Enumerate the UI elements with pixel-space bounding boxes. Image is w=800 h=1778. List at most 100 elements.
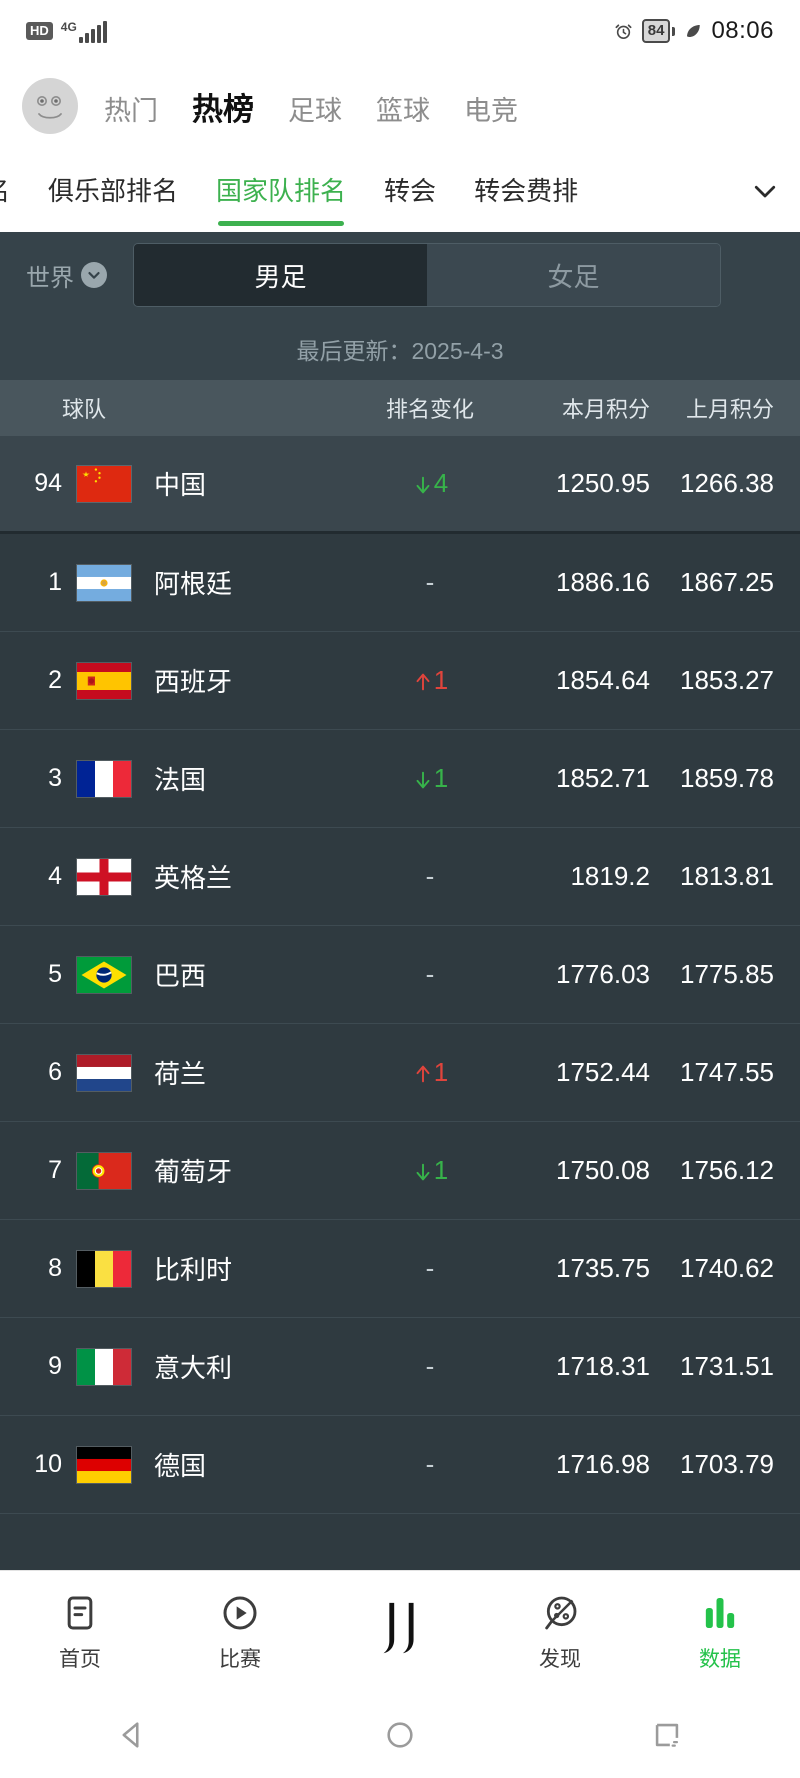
sub-nav-tabs: 名 俱乐部排名 国家队排名 转会 转会费排 (0, 171, 579, 226)
tab-dianjing[interactable]: 电竞 (464, 95, 518, 126)
bottom-nav-bar: 首页 比赛 (0, 1570, 800, 1692)
tab-lanqiu[interactable]: 篮球 (376, 95, 430, 126)
row-rank: 7 (48, 1156, 62, 1184)
sub-nav-bar: 名 俱乐部排名 国家队排名 转会 转会费排 (0, 150, 800, 232)
table-row[interactable]: 4 英格兰 - 1819.2 1813.81 (0, 828, 800, 926)
row-previous-points: 1747.55 (680, 1057, 774, 1087)
table-header: 球队 排名变化 本月积分 上月积分 (0, 380, 800, 436)
country-flag-icon (62, 955, 146, 994)
row-team-name: 西班牙 (154, 667, 233, 697)
bottom-nav-matches[interactable]: 比赛 (160, 1590, 320, 1673)
region-selector[interactable]: 世界 (26, 258, 107, 293)
row-rank-change: 4 (360, 468, 500, 499)
table-row[interactable]: 1 阿根廷 - 1886.16 1867.25 (0, 534, 800, 632)
square-recents-icon[interactable] (622, 1705, 712, 1765)
bottom-nav-home-label: 首页 (59, 1648, 101, 1671)
header-current-points: 本月积分 (561, 397, 650, 422)
row-previous-points: 1740.62 (680, 1253, 774, 1283)
tab-zuqiu[interactable]: 足球 (288, 95, 342, 126)
table-row[interactable]: 7 葡萄牙 1 1750.08 1756.12 (0, 1122, 800, 1220)
row-previous-points: 1266.38 (680, 468, 774, 498)
table-row[interactable]: 2 西班牙 1 1854.64 1853.27 (0, 632, 800, 730)
rank-change: 1 (412, 1155, 448, 1185)
table-row[interactable]: 6 荷兰 1 1752.44 1747.55 (0, 1024, 800, 1122)
rank-change-none: - (425, 1449, 435, 1479)
row-current-points: 1776.03 (556, 959, 650, 989)
row-previous-points: 1859.78 (680, 763, 774, 793)
rank-change: 4 (412, 468, 448, 498)
country-flag-icon (62, 464, 146, 503)
row-current-points: 1250.95 (556, 468, 650, 498)
row-previous-points: 1756.12 (680, 1155, 774, 1185)
country-flag-icon (62, 759, 146, 798)
rank-change: 1 (412, 763, 448, 793)
user-avatar-icon[interactable] (22, 78, 78, 134)
rank-change: 1 (412, 1057, 448, 1087)
header-change: 排名变化 (385, 397, 474, 422)
row-team-name: 阿根廷 (154, 569, 233, 599)
arrow-up-icon (412, 1057, 434, 1087)
subtab-national-team-ranking[interactable]: 国家队排名 (216, 171, 346, 226)
table-row[interactable]: 9 意大利 - 1718.31 1731.51 (0, 1318, 800, 1416)
subtab-transfer[interactable]: 转会 (384, 175, 437, 206)
row-rank: 3 (48, 764, 62, 792)
last-update-text: 最后更新：2025-4-3 (296, 338, 504, 364)
segment-mens-football[interactable]: 男足 (134, 244, 427, 306)
row-rank: 9 (48, 1352, 62, 1380)
row-current-points: 1819.2 (570, 861, 650, 891)
row-team-name: 葡萄牙 (154, 1157, 233, 1187)
alarm-clock-icon (615, 23, 632, 39)
table-row[interactable]: 8 比利时 - 1735.75 1740.62 (0, 1220, 800, 1318)
table-row[interactable]: 5 巴西 - 1776.03 1775.85 (0, 926, 800, 1024)
country-flag-icon (62, 1445, 146, 1484)
bottom-nav-juventus[interactable] (320, 1595, 480, 1668)
rank-change: 1 (412, 665, 448, 695)
tab-rebang[interactable]: 热榜 (192, 91, 254, 127)
battery-level: 84 (641, 18, 671, 44)
filter-bar: 世界 男足 女足 (0, 232, 800, 318)
country-flag-icon (62, 1249, 146, 1288)
subtab-transfer-fee[interactable]: 转会费排 (474, 175, 579, 206)
bottom-nav-matches-label: 比赛 (219, 1648, 261, 1671)
row-team-name: 中国 (154, 470, 207, 500)
network-type-label: 4G (60, 19, 77, 34)
status-bar-clock: 08:06 (711, 17, 774, 44)
status-bar-right: 84 08:06 (614, 17, 774, 45)
table-row[interactable]: 10 德国 - 1716.98 1703.79 (0, 1416, 800, 1514)
chevron-down-icon[interactable] (748, 174, 782, 208)
ranking-table: 94 中国 4 1250.95 1266.38 1 阿根廷 -1886.16 1867.25 2 西… (0, 436, 800, 1514)
header-previous-points: 上月积分 (685, 397, 774, 422)
subtab-ming[interactable]: 名 (0, 171, 10, 212)
row-rank: 1 (48, 568, 62, 596)
chevron-down-circle-icon (81, 262, 107, 288)
status-bar: HD 4G 84 08:06 (0, 0, 800, 62)
row-rank: 4 (48, 862, 62, 890)
table-row[interactable]: 3 法国 1 1852.71 1859.78 (0, 730, 800, 828)
row-rank-change: - (360, 1351, 500, 1382)
circle-home-icon[interactable] (355, 1705, 445, 1765)
row-current-points: 1750.08 (556, 1155, 650, 1185)
row-rank: 6 (48, 1058, 62, 1086)
compass-icon (540, 1590, 580, 1636)
row-current-points: 1718.31 (556, 1351, 650, 1381)
rank-change-none: - (425, 1253, 435, 1283)
bottom-nav-discover-label: 发现 (539, 1648, 581, 1671)
bottom-nav-discover[interactable]: 发现 (480, 1590, 640, 1673)
arrow-down-icon (412, 1155, 434, 1185)
top-nav-tabs: 热门 热榜 足球 篮球 电竞 (104, 84, 518, 129)
subtab-club-ranking[interactable]: 俱乐部排名 (48, 175, 179, 206)
row-previous-points: 1853.27 (680, 665, 774, 695)
bar-chart-icon (700, 1590, 740, 1636)
bottom-nav-data[interactable]: 数据 (640, 1590, 800, 1673)
row-current-points: 1854.64 (556, 665, 650, 695)
triangle-back-icon[interactable] (88, 1705, 178, 1765)
segment-womens-football[interactable]: 女足 (427, 244, 720, 306)
battery-indicator: 84 (641, 18, 676, 44)
tab-remen[interactable]: 热门 (104, 95, 158, 126)
table-row[interactable]: 94 中国 4 1250.95 1266.38 (0, 436, 800, 534)
bottom-nav-home[interactable]: 首页 (0, 1590, 160, 1673)
row-rank-change: 1 (360, 1057, 500, 1088)
row-rank-change: - (360, 1253, 500, 1284)
top-nav-bar: 热门 热榜 足球 篮球 电竞 (0, 62, 800, 150)
bottom-nav-data-label: 数据 (699, 1648, 741, 1671)
